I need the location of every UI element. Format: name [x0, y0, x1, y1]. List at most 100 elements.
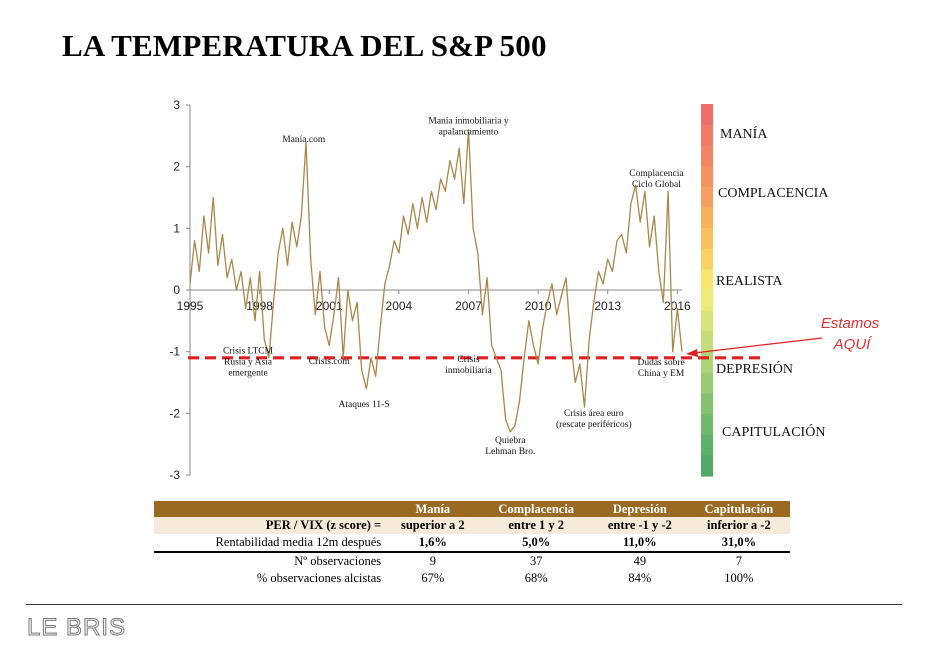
table-header-cell: superior a 2: [385, 517, 481, 534]
table-cell: 7: [735, 554, 742, 568]
summary-table: Manía Complacencia Depresión Capitulació…: [154, 501, 790, 587]
event-annotation: Manía.com: [282, 135, 326, 145]
x-tick-label: 1995: [177, 299, 204, 313]
event-annotation: Crisis área euro (rescate periféricos): [556, 409, 632, 430]
color-scale-segment: [701, 248, 713, 270]
zone-label: DEPRESIÓN: [716, 360, 793, 377]
color-scale-segment: [701, 352, 713, 374]
table-cell: 37: [529, 554, 543, 568]
annotation-line: Crisis LTCM: [223, 347, 274, 357]
x-tick-label: 2010: [525, 299, 552, 313]
annotation-line: Rusia y Asia: [224, 358, 273, 368]
table-header-cell: entre 1 y 2: [480, 517, 592, 534]
zscore-series-line: [189, 129, 683, 433]
annotation-line: Manía.com: [282, 135, 326, 145]
y-tick-label: 3: [173, 98, 180, 112]
pointer-text-line: AQUÍ: [833, 336, 874, 353]
table-row: % observaciones alcistas 67% 68% 84% 100…: [154, 570, 790, 587]
table-header-cell: [154, 501, 386, 517]
annotation-line: Manía inmobiliaria y: [428, 117, 508, 127]
annotation-line: Lehman Bro.: [485, 447, 535, 457]
table-row: Rentabilidad media 12m después 1,6% 5,0%…: [154, 534, 790, 553]
table-cell: Rentabilidad media 12m después: [154, 534, 386, 553]
table-header-cell: PER / VIX (z score) =: [154, 517, 386, 534]
event-annotation: Crisis LTCM Rusia y Asia emergente: [223, 347, 274, 379]
table-cell: 11,0%: [591, 534, 688, 553]
color-scale-segment: [701, 414, 713, 436]
table-cell: 31,0%: [687, 534, 790, 553]
table-cell: 1,6%: [385, 534, 481, 553]
pointer-arrow-line: [693, 337, 823, 354]
table-header-cell: Manía: [385, 501, 481, 517]
footer-divider: [26, 604, 902, 605]
event-annotation: Quiebra Lehman Bro.: [485, 436, 535, 457]
event-annotation: Crisis inmobiliaria: [445, 355, 492, 376]
y-tick-label: 1: [173, 221, 180, 235]
zone-labels: MANÍA COMPLACENCIA REALISTA DEPRESIÓN CAPITU…: [716, 125, 829, 440]
y-tick-label: 2: [173, 160, 180, 174]
zone-label: MANÍA: [720, 125, 768, 142]
color-scale-segment: [701, 434, 713, 456]
pointer-arrow-head: [686, 349, 698, 357]
y-tick-label: -3: [169, 468, 180, 482]
annotation-line: inmobiliaria: [445, 366, 492, 376]
event-annotation: Complacencia Ciclo Global: [629, 169, 684, 190]
le-bris-logo: LE BRIS: [26, 614, 127, 642]
pointer-layer: Estamos AQUÍ: [686, 315, 880, 357]
color-scale-segment: [701, 331, 713, 353]
zone-label: COMPLACENCIA: [718, 186, 829, 201]
annotation-line: Dudas sobre: [637, 358, 684, 368]
y-tick-label: 0: [173, 283, 180, 297]
table-header-row: Manía Complacencia Depresión Capitulació…: [154, 501, 790, 517]
table-cell: 9: [429, 554, 436, 568]
color-scale-segment: [701, 207, 713, 229]
table-row: Nº observaciones 9 37 49 7: [154, 552, 790, 570]
x-tick-label: 2013: [594, 299, 621, 313]
series-layer: [189, 129, 683, 433]
color-scale-segment: [701, 166, 713, 188]
event-annotation: Manía inmobiliaria y apalancamiento: [428, 117, 508, 138]
annotation-line: China y EM: [638, 369, 685, 379]
table-cell: 67%: [421, 571, 445, 585]
color-scale-segment: [701, 104, 713, 126]
event-annotation: Ataques 11-S: [339, 400, 390, 410]
pointer-text-line: Estamos: [821, 315, 880, 332]
color-scale-segment: [701, 310, 713, 332]
event-annotation: Crisis.com: [309, 357, 351, 367]
x-tick-label: 2001: [316, 299, 343, 313]
x-tick-label: 2004: [386, 299, 413, 313]
color-scale-segment: [701, 372, 713, 394]
color-scale-segment: [701, 145, 713, 167]
temperature-color-scale: [701, 104, 713, 477]
table-header-cell: Depresión: [591, 501, 688, 517]
table-cell: Nº observaciones: [294, 554, 382, 568]
y-tick-label: -1: [169, 345, 180, 359]
table-header-cell: entre -1 y -2: [591, 517, 688, 534]
color-scale-segment: [701, 290, 713, 312]
annotation-line: Crisis área euro: [564, 409, 624, 419]
table-cell: 68%: [524, 571, 548, 585]
zone-label: CAPITULACIÓN: [722, 423, 825, 440]
color-scale-segment: [701, 393, 713, 415]
annotation-line: Crisis.com: [309, 357, 351, 367]
color-scale-segment: [701, 186, 713, 208]
annotation-line: Ciclo Global: [632, 180, 681, 190]
zone-label: REALISTA: [716, 274, 783, 289]
annotation-line: (rescate periféricos): [556, 419, 632, 430]
annotation-line: Complacencia: [629, 169, 684, 179]
table-header-cell: inferior a -2: [687, 517, 790, 534]
event-annotation: Dudas sobre China y EM: [637, 358, 684, 379]
x-tick-label: 1998: [246, 299, 273, 313]
table-cell: % observaciones alcistas: [256, 571, 382, 585]
y-tick-label: -2: [169, 406, 180, 420]
annotation-line: Quiebra: [495, 436, 526, 446]
annotations-layer: Manía.com Manía inmobiliaria y apalancamie…: [223, 117, 685, 457]
color-scale-segment: [701, 455, 713, 477]
x-tick-label: 2007: [455, 299, 482, 313]
color-scale-segment: [701, 269, 713, 291]
annotation-line: Ataques 11-S: [339, 400, 390, 410]
table-subheader-row: PER / VIX (z score) = superior a 2 entre…: [154, 517, 790, 534]
color-scale-segment: [701, 124, 713, 146]
page-title: LA TEMPERATURA DEL S&P 500: [62, 28, 547, 63]
